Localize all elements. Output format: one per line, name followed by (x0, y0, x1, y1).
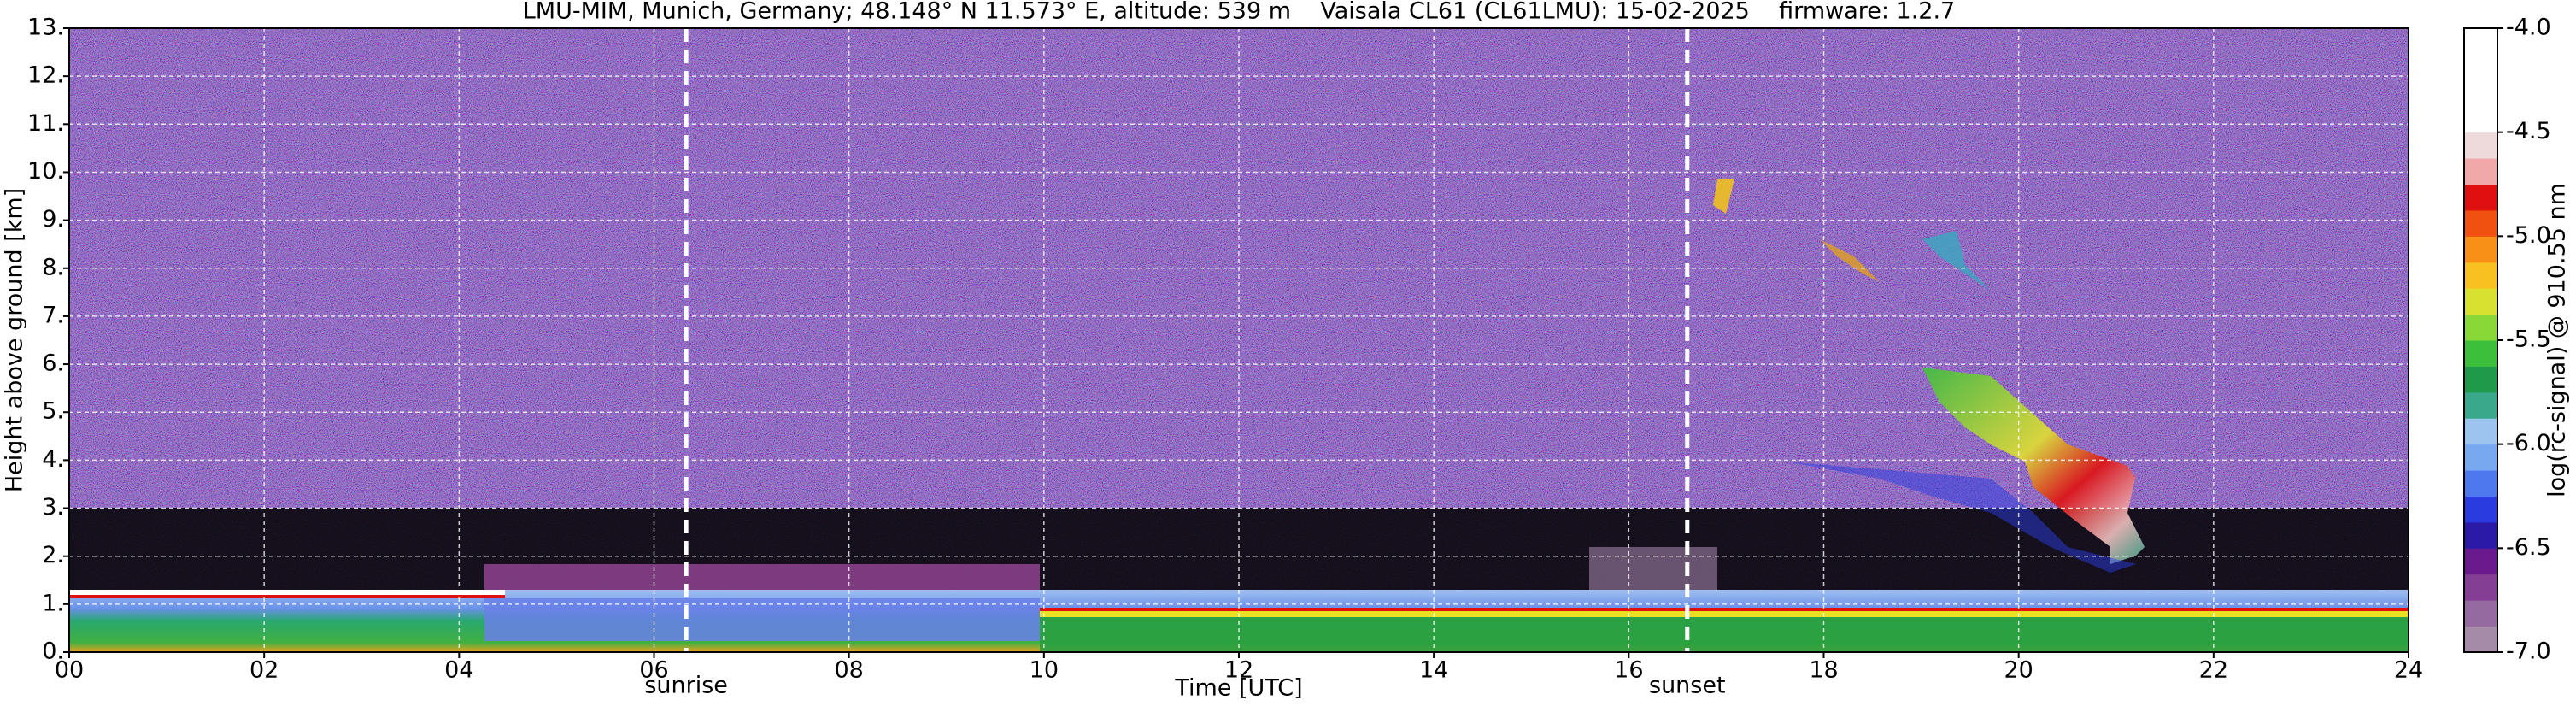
colorbar-tick-label: -7.0 (2506, 638, 2551, 665)
colorbar-step (2464, 79, 2497, 107)
x-tick-label: 14 (1419, 657, 1448, 684)
colorbar-label: log(rc-signal) @ 910.55 nm (2544, 183, 2571, 497)
x-tick-label: 22 (2199, 657, 2228, 684)
x-tick-label: 00 (55, 657, 84, 684)
y-tick-label: 3. (42, 494, 64, 521)
colorbar-tick-label: -4.0 (2506, 15, 2551, 41)
colorbar-step (2464, 470, 2497, 497)
colorbar-step (2464, 54, 2497, 81)
y-tick-label: 10. (27, 158, 64, 185)
colorbar-step (2464, 236, 2497, 263)
x-axis-label: Time [UTC] (1174, 675, 1302, 702)
colorbar-step (2464, 391, 2497, 419)
colorbar-step (2464, 340, 2497, 367)
colorbar-tick-label: -6.5 (2506, 534, 2551, 561)
y-tick-label: 0. (42, 638, 64, 665)
colorbar-step (2464, 262, 2497, 289)
y-tick-label: 1. (42, 590, 64, 616)
colorbar-tick-label: -5.0 (2506, 222, 2551, 249)
chart-title: LMU-MIM, Munich, Germany; 48.148° N 11.5… (523, 0, 1956, 25)
y-tick-label: 5. (42, 398, 64, 425)
colorbar-step (2464, 288, 2497, 315)
y-axis-label: Height above ground [km] (2, 188, 28, 492)
colorbar-step (2464, 548, 2497, 575)
y-tick-label: 9. (42, 206, 64, 232)
y-tick-label: 6. (42, 350, 64, 377)
colorbar-step (2464, 418, 2497, 445)
colorbar-step (2464, 314, 2497, 341)
colorbar-step (2464, 600, 2497, 627)
y-tick-label: 12. (27, 62, 64, 89)
colorbar-step (2464, 366, 2497, 393)
annotation-label: sunrise (644, 673, 728, 699)
colorbar-step (2464, 444, 2497, 471)
x-tick-label: 18 (1809, 657, 1838, 684)
x-tick-label: 08 (834, 657, 863, 684)
colorbar-step (2464, 28, 2497, 55)
colorbar-step (2464, 106, 2497, 133)
colorbar-step (2464, 132, 2497, 159)
y-tick-label: 8. (42, 254, 64, 280)
colorbar-tick-label: -6.0 (2506, 430, 2551, 456)
y-tick-label: 4. (42, 446, 64, 473)
y-tick-label: 11. (27, 110, 64, 137)
annotation-label: sunset (1649, 673, 1726, 699)
x-tick-label: 12 (1224, 657, 1253, 684)
colorbar-tick-label: -4.5 (2506, 118, 2551, 144)
colorbar-step (2464, 158, 2497, 185)
colorbar-step (2464, 626, 2497, 653)
y-tick-label: 2. (42, 542, 64, 568)
y-tick-label: 7. (42, 302, 64, 328)
x-tick-label: 06 (639, 657, 668, 684)
colorbar-step (2464, 574, 2497, 601)
colorbar-tick-label: -5.5 (2506, 327, 2551, 353)
x-tick-label: 20 (2004, 657, 2033, 684)
x-tick-label: 24 (2394, 657, 2423, 684)
colorbar-step (2464, 496, 2497, 523)
x-tick-label: 04 (444, 657, 473, 684)
y-tick-label: 13. (27, 15, 64, 41)
x-tick-label: 10 (1030, 657, 1059, 684)
x-tick-label: 16 (1614, 657, 1643, 684)
x-tick-label: 02 (249, 657, 279, 684)
colorbar-step (2464, 184, 2497, 211)
colorbar-step (2464, 209, 2497, 237)
colorbar-step (2464, 521, 2497, 549)
